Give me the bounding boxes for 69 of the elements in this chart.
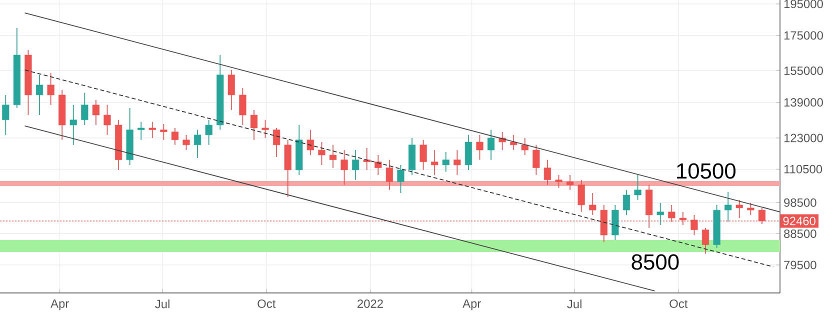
candlestick <box>521 138 528 156</box>
candlestick <box>747 202 754 216</box>
candlestick <box>171 128 178 146</box>
x-tick-label: Jul <box>155 299 170 308</box>
x-tick-label: Jul <box>567 299 582 308</box>
candlestick <box>431 150 438 176</box>
x-tick-label: 2022 <box>358 299 383 308</box>
y-tick-label: 155000 <box>784 66 823 75</box>
ref-line-label: 92460 <box>783 216 816 226</box>
candlestick <box>724 191 732 222</box>
candlestick <box>397 164 404 194</box>
candlestick <box>182 134 190 150</box>
candlestick <box>532 144 540 176</box>
candlestick <box>736 199 743 218</box>
y-tick-label: 79500 <box>784 260 816 270</box>
candlestick <box>36 74 44 116</box>
y-tick-label: 98500 <box>784 198 816 207</box>
x-tick-label: Apr <box>50 299 69 310</box>
y-tick-label: 175000 <box>784 31 823 40</box>
x-tick-label: Oct <box>258 299 276 308</box>
candlestick <box>104 104 111 136</box>
x-tick-label: Apr <box>462 299 481 310</box>
candlestick <box>250 110 258 140</box>
candlestick <box>702 227 710 254</box>
candlestick <box>138 121 145 140</box>
candlestick <box>148 121 156 138</box>
candlestick <box>81 92 88 126</box>
candlestick <box>656 202 664 226</box>
candlestick <box>634 174 642 200</box>
candlestick <box>329 144 337 168</box>
candlestick <box>420 139 427 170</box>
candlestick <box>555 174 562 188</box>
candlestick <box>352 150 360 180</box>
candlestick <box>454 150 461 176</box>
band-label: 10500 <box>677 163 736 179</box>
band-label: 8500 <box>632 254 679 270</box>
candlestick <box>262 119 269 138</box>
candlestick <box>386 159 393 190</box>
candlestick <box>306 129 314 156</box>
y-tick-label: 195000 <box>784 0 823 8</box>
candlestick <box>228 70 235 110</box>
candlestick <box>205 119 212 146</box>
candlestick <box>2 94 10 136</box>
candlestick <box>578 179 585 212</box>
candlestick <box>47 72 54 106</box>
candlestick <box>374 154 382 176</box>
candlestick <box>544 159 552 186</box>
x-tick-label: Oct <box>670 299 688 308</box>
candlestick <box>589 192 596 216</box>
candlestick <box>510 134 518 150</box>
y-tick-label: 88500 <box>784 230 816 238</box>
candlestick <box>340 150 348 186</box>
y-tick-label: 139000 <box>784 98 823 107</box>
candlestick <box>70 104 77 146</box>
candlestick <box>239 87 246 126</box>
candlestick <box>92 99 100 126</box>
candlestick <box>363 147 370 170</box>
candlestick <box>476 134 484 160</box>
candlestick <box>194 129 202 158</box>
candlestick <box>160 123 168 140</box>
y-tick-label: 123000 <box>784 134 823 142</box>
candlestick <box>318 142 326 166</box>
y-tick-label: 110500 <box>784 164 822 174</box>
candlestick <box>464 134 472 170</box>
candlestick <box>566 174 574 190</box>
candlestick <box>442 152 450 172</box>
candlestick <box>273 128 280 158</box>
candlestick <box>487 129 495 160</box>
candlestick <box>622 189 630 216</box>
